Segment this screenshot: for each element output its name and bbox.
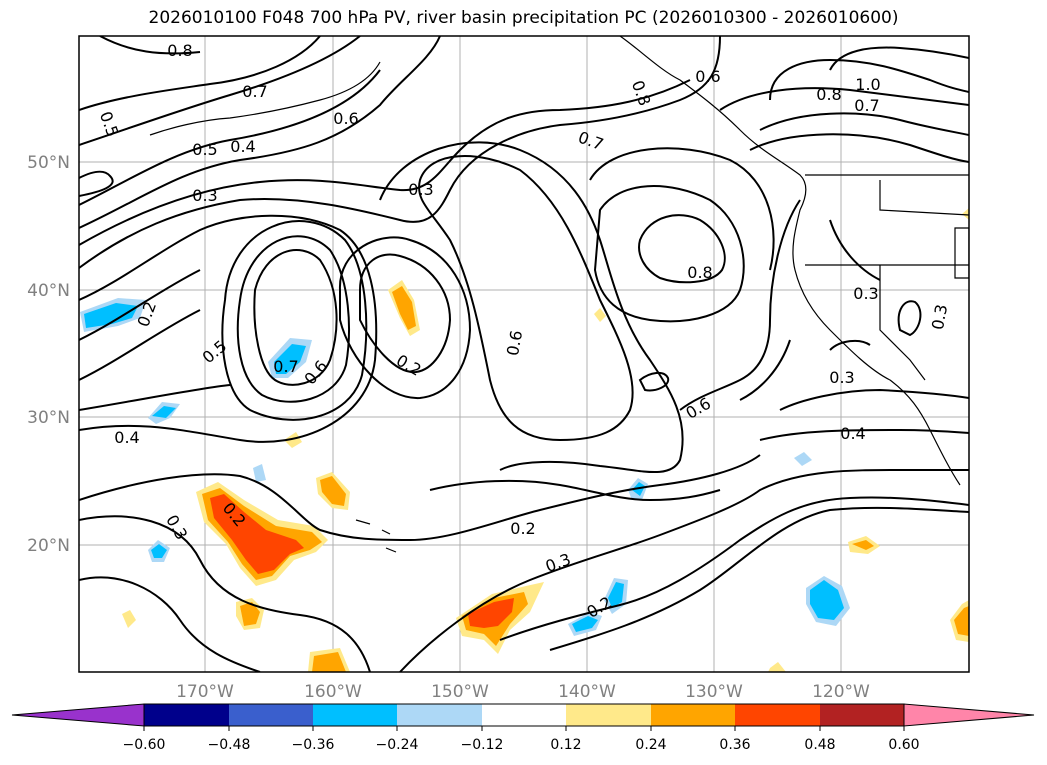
contour-label: 0.6: [503, 329, 526, 357]
contour-label: 0.3: [853, 284, 878, 303]
colorbar-tick-label: 0.24: [635, 737, 666, 753]
colorbar-segment: [144, 704, 229, 726]
colorbar-segment: [820, 704, 904, 726]
colorbar-segment: [482, 704, 566, 726]
colorbar-extend-right: [903, 703, 1035, 727]
colorbar-tick-label: −0.24: [376, 737, 419, 753]
contour-label: 0.5: [192, 140, 217, 159]
lon-label: 140°W: [558, 682, 616, 702]
lon-label: 170°W: [176, 682, 234, 702]
colorbar-tick-label: 0.36: [719, 737, 750, 753]
colorbar-segment: [566, 704, 651, 726]
colorbar-tick-label: 0.60: [888, 737, 919, 753]
contour-label: 0.8: [687, 263, 712, 282]
colorbar-ticks: [143, 726, 905, 731]
lon-label: 160°W: [304, 682, 362, 702]
colorbar-segment: [735, 704, 820, 726]
map-frame: [78, 35, 970, 673]
coastlines: [149, 36, 969, 553]
positive-precip-areas: [122, 208, 969, 672]
contour-label: 0.3: [829, 368, 854, 387]
contour-label: 0.6: [333, 109, 358, 128]
lat-label: 20°N: [27, 536, 70, 556]
contour-label: 0.7: [854, 96, 879, 115]
contour-label: 0.6: [695, 67, 720, 86]
colorbar-tick-label: −0.48: [208, 737, 251, 753]
contour-label: 0.2: [510, 519, 535, 538]
colorbar-tick-label: −0.36: [292, 737, 335, 753]
colorbar-tick-label: 0.48: [804, 737, 835, 753]
lon-label: 130°W: [685, 682, 743, 702]
contour-label: 0.7: [273, 357, 298, 376]
latitude-labels: 50°N 40°N 30°N 20°N: [27, 153, 70, 556]
contour-label: 0.8: [167, 41, 192, 60]
lat-label: 40°N: [27, 281, 70, 301]
map-area: [79, 36, 969, 672]
colorbar-extend-left: [11, 703, 145, 727]
colorbar: −0.60 −0.48 −0.36 −0.24 −0.12 0.12 0.24 …: [11, 703, 1035, 753]
colorbar-tick-label: 0.12: [550, 737, 581, 753]
pv-contours: [79, 36, 969, 672]
lat-label: 30°N: [27, 408, 70, 428]
contour-label: 0.4: [114, 428, 139, 447]
colorbar-segment: [229, 704, 313, 726]
contour-label: 0.4: [230, 137, 255, 156]
lat-label: 50°N: [27, 153, 70, 173]
contour-label: 0.8: [816, 85, 841, 104]
colorbar-segment: [397, 704, 482, 726]
colorbar-segment: [651, 704, 735, 726]
colorbar-segment: [313, 704, 397, 726]
contour-label: 0.3: [928, 303, 951, 331]
colorbar-tick-label: −0.12: [461, 737, 504, 753]
contour-label: 0.3: [408, 180, 433, 199]
contour-label: 0.7: [242, 82, 267, 101]
colorbar-tick-label: −0.60: [123, 737, 166, 753]
contour-label: 0.4: [840, 424, 865, 443]
lon-label: 120°W: [812, 682, 870, 702]
contour-label: 1.0: [855, 75, 880, 94]
longitude-labels: 170°W 160°W 150°W 140°W 130°W 120°W: [176, 682, 870, 702]
contour-label: 0.3: [192, 186, 217, 205]
map-title: 2026010100 F048 700 hPa PV, river basin …: [148, 8, 899, 28]
lon-label: 150°W: [431, 682, 489, 702]
